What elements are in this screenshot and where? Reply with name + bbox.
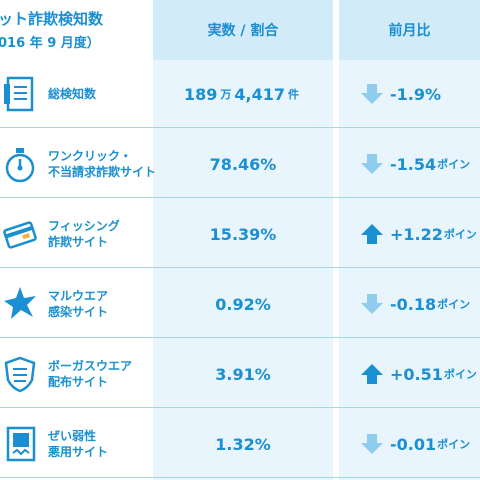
change-value: -1.9% — [390, 84, 442, 104]
row-label-line1: 総検知数 — [48, 87, 97, 101]
row-change: -0.18 ポイン — [390, 270, 470, 338]
table-title: ット詐欺検知数 — [0, 10, 104, 28]
value-column-header: 実数 / 割合 — [153, 0, 333, 60]
row-change: +1.22 ポイン — [390, 200, 477, 268]
value-number-secondary: 4,417 — [234, 84, 285, 104]
row-divider — [0, 337, 480, 338]
table-row: ボーガスウエア 配布サイト 3.91% +0.51 ポイン — [0, 340, 480, 408]
table-row: マルウエア感染サイト 0.92% -0.18 ポイン — [0, 270, 480, 338]
arrow-up-icon — [361, 364, 383, 384]
row-label-line1: ぜい弱性 — [48, 429, 97, 443]
change-suffix: ポイン — [437, 158, 471, 171]
row-label-line2: 配布サイト — [48, 375, 109, 389]
row-value: 3.91% — [153, 340, 333, 408]
change-suffix: ポイン — [443, 368, 477, 381]
row-change: -0.01 ポイン — [390, 410, 470, 478]
change-value: -0.18 — [390, 294, 437, 314]
change-column-header: 前月比 — [339, 0, 480, 60]
value-unit-secondary: 件 — [288, 88, 299, 101]
table-row: ワンクリック・不当請求詐欺サイト 78.46% -1.54 ポイン — [0, 130, 480, 198]
change-suffix: ポイン — [437, 298, 471, 311]
change-suffix: ポイン — [443, 228, 477, 241]
arrow-up-icon — [361, 224, 383, 244]
row-change: +0.51 ポイン — [390, 340, 477, 408]
change-value: -1.54 — [390, 154, 437, 174]
row-divider — [0, 127, 480, 128]
arrow-down-icon — [361, 84, 383, 104]
stopwatch-icon — [5, 148, 35, 183]
value-number: 15.39% — [209, 224, 277, 244]
arrow-down-icon — [361, 434, 383, 454]
row-divider — [0, 197, 480, 198]
change-column-background — [339, 0, 480, 480]
value-unit: 万 — [220, 88, 232, 101]
value-number: 189 — [183, 84, 218, 104]
broken-page-icon — [6, 426, 36, 462]
row-label-line2: 感染サイト — [48, 305, 109, 319]
row-label-line1: マルウエア — [48, 289, 109, 303]
row-label-line2: 詐欺サイト — [48, 235, 109, 249]
row-label-line1: フィッシング — [48, 219, 120, 233]
row-divider — [0, 477, 480, 478]
row-label-line1: ボーガスウエア — [48, 359, 133, 373]
table-title-area: ット詐欺検知数 016 年 9 月度） — [0, 0, 152, 60]
row-label-line1: ワンクリック・ — [48, 149, 132, 163]
credit-card-icon — [3, 221, 37, 249]
row-change: -1.54 ポイン — [390, 130, 470, 198]
row-label: ぜい弱性 悪用サイト — [48, 410, 108, 478]
change-value: -0.01 — [390, 434, 437, 454]
table-row: フィッシング 詐欺サイト 15.39% +1.22 ポイン — [0, 200, 480, 268]
row-label-line2: 不当請求詐欺サイト — [48, 165, 157, 179]
row-value: 15.39% — [153, 200, 333, 268]
table-subtitle: 016 年 9 月度） — [0, 36, 100, 51]
table-row: 総検知数 189 万 4,417 件 -1.9% — [0, 60, 480, 128]
row-value: 0.92% — [153, 270, 333, 338]
row-label: フィッシング 詐欺サイト — [48, 200, 120, 268]
document-list-icon — [4, 76, 34, 112]
change-suffix: ポイン — [437, 438, 471, 451]
change-value: +0.51 — [390, 364, 443, 384]
value-column-background — [153, 0, 333, 480]
value-number: 0.92% — [215, 294, 271, 314]
row-label: マルウエア感染サイト — [48, 270, 108, 338]
row-label-line2: 悪用サイト — [48, 445, 109, 459]
shield-icon — [4, 356, 36, 393]
row-change: -1.9% — [390, 60, 441, 128]
table-row: ぜい弱性悪用サイト 1.32% -0.01 ポイン — [0, 410, 480, 478]
value-number: 1.32% — [215, 434, 271, 454]
change-value: +1.22 — [390, 224, 443, 244]
row-value: 78.46% — [153, 130, 333, 198]
row-label: ワンクリック・不当請求詐欺サイト — [48, 130, 156, 198]
burst-icon — [4, 287, 36, 319]
row-divider — [0, 267, 480, 268]
row-value: 189 万 4,417 件 — [153, 60, 333, 128]
arrow-down-icon — [361, 154, 383, 174]
row-value: 1.32% — [153, 410, 333, 478]
row-label: 総検知数 — [48, 60, 96, 128]
row-divider — [0, 407, 480, 408]
row-label: ボーガスウエア 配布サイト — [48, 340, 132, 408]
value-number: 3.91% — [215, 364, 271, 384]
value-number: 78.46% — [209, 154, 277, 174]
arrow-down-icon — [361, 294, 383, 314]
